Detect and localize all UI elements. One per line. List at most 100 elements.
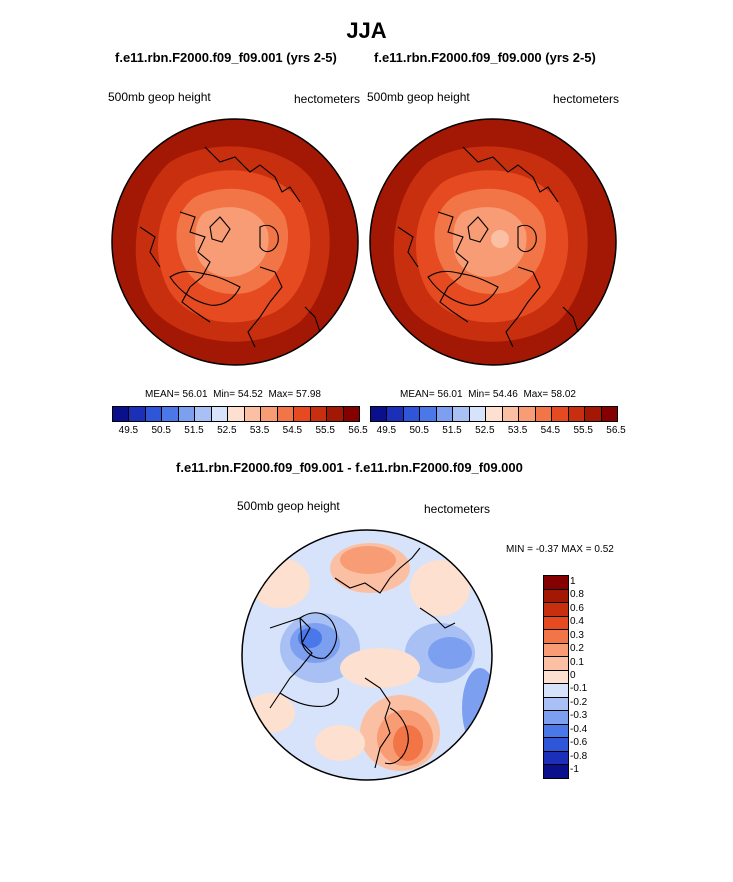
colorbar-swatch	[195, 407, 212, 421]
colorbar-swatch	[453, 407, 470, 421]
colorbar-tick-label: 50.5	[409, 425, 429, 436]
colorbar-swatch	[310, 407, 328, 421]
panel-right-stats: MEAN= 56.01 Min= 54.46 Max= 58.02	[400, 389, 576, 400]
colorbar-tick-label: 0.6	[570, 602, 584, 614]
colorbar-diff	[543, 575, 569, 779]
colorbar-swatch	[568, 407, 586, 421]
colorbar-swatch	[294, 407, 311, 421]
colorbar-tick-label: 52.5	[217, 425, 237, 436]
colorbar-swatch	[544, 670, 568, 685]
colorbar-swatch	[544, 697, 568, 712]
colorbar-swatch	[544, 751, 568, 766]
colorbar-swatch	[544, 724, 568, 739]
colorbar-left	[112, 406, 360, 422]
colorbar-tick-label: 0.1	[570, 656, 584, 668]
colorbar-tick-label: 54.5	[282, 425, 303, 436]
mean-value: 56.01	[182, 389, 208, 400]
max-value: 57.98	[295, 389, 321, 400]
colorbar-swatch	[145, 407, 163, 421]
panel-right-run-title: f.e11.rbn.F2000.f09_f09.000 (yrs 2-5)	[374, 50, 596, 65]
colorbar-tick-label: 1	[570, 575, 576, 587]
colorbar-tick-label: 54.5	[540, 425, 561, 436]
colorbar-swatch	[544, 711, 568, 725]
panel-left-run-title: f.e11.rbn.F2000.f09_f09.001 (yrs 2-5)	[115, 50, 337, 65]
colorbar-swatch	[601, 407, 618, 421]
colorbar-swatch	[244, 407, 262, 421]
diff-panel-minmax: MIN = -0.37 MAX = 0.52	[506, 544, 614, 555]
colorbar-swatch	[502, 407, 520, 421]
colorbar-swatch	[544, 657, 568, 671]
colorbar-swatch	[519, 407, 536, 421]
colorbar-swatch	[535, 407, 553, 421]
panel-right-units-label: hectometers	[553, 92, 620, 106]
colorbar-tick-label: -0.4	[570, 723, 588, 735]
min-label: Min=	[468, 389, 491, 400]
panel-right-field-label: 500mb geop height	[367, 90, 470, 104]
colorbar-swatch	[371, 407, 388, 421]
colorbar-swatch	[261, 407, 278, 421]
colorbar-swatch	[436, 407, 454, 421]
colorbar-swatch	[469, 407, 487, 421]
panel-left-field-label: 500mb geop height	[108, 90, 211, 104]
colorbar-tick-label: 56.5	[348, 425, 368, 436]
colorbar-swatch	[387, 407, 404, 421]
colorbar-swatch	[544, 616, 568, 631]
colorbar-tick-label: -0.3	[570, 710, 588, 722]
max-label: Max=	[268, 389, 294, 400]
colorbar-swatch	[228, 407, 245, 421]
colorbar-swatch	[544, 576, 568, 590]
panel-left-polar-map	[111, 118, 359, 366]
colorbar-swatch	[486, 407, 503, 421]
colorbar-swatch	[544, 630, 568, 644]
colorbar-tick-label: 0.8	[570, 589, 584, 601]
colorbar-tick-label: 50.5	[151, 425, 171, 436]
colorbar-tick-label: 53.5	[507, 425, 528, 436]
max-label: Max=	[523, 389, 549, 400]
panel-left-units-label: hectometers	[294, 92, 361, 106]
colorbar-swatch	[211, 407, 229, 421]
main-title: JJA	[346, 18, 387, 43]
colorbar-swatch	[544, 589, 568, 604]
min-label: Min=	[213, 389, 236, 400]
diff-panel-title: f.e11.rbn.F2000.f09_f09.001 - f.e11.rbn.…	[176, 460, 523, 475]
colorbar-right	[370, 406, 618, 422]
colorbar-tick-label: -1	[570, 764, 579, 776]
colorbar-tick-label: 52.5	[475, 425, 495, 436]
colorbar-diff-ticks: 1 0.8 0.6 0.4 0.3 0.2 0.1 0 -0.1 -0.2 -0.3 -0.4 -0.6…	[570, 575, 610, 777]
colorbar-right-ticks: 49.5 50.5 51.5 52.5 53.5 54.5 55.5 56.5	[370, 425, 626, 439]
colorbar-left-ticks: 49.5 50.5 51.5 52.5 53.5 54.5 55.5 56.5	[112, 425, 368, 439]
colorbar-swatch	[420, 407, 437, 421]
panel-right-polar-map	[369, 118, 617, 366]
colorbar-swatch	[162, 407, 179, 421]
colorbar-swatch	[544, 765, 568, 778]
colorbar-tick-label: 0.4	[570, 616, 584, 628]
colorbar-swatch	[129, 407, 146, 421]
colorbar-tick-label: 0	[570, 670, 576, 681]
diff-panel-field-label: 500mb geop height	[237, 499, 340, 513]
min-value: 54.46	[492, 389, 518, 400]
colorbar-tick-label: 51.5	[184, 425, 204, 436]
colorbar-tick-label: 53.5	[249, 425, 270, 436]
colorbar-tick-label: 49.5	[376, 425, 397, 436]
panel-left-stats: MEAN= 56.01 Min= 54.52 Max= 57.98	[145, 389, 321, 400]
colorbar-swatch	[552, 407, 569, 421]
colorbar-tick-label: -0.1	[570, 683, 588, 695]
mean-value: 56.01	[437, 389, 463, 400]
diff-panel-units-label: hectometers	[424, 502, 491, 516]
colorbar-tick-label: 56.5	[606, 425, 626, 436]
colorbar-tick-label: -0.2	[570, 696, 588, 708]
colorbar-tick-label: 51.5	[442, 425, 462, 436]
colorbar-swatch	[403, 407, 421, 421]
colorbar-swatch	[327, 407, 344, 421]
max-value: 58.02	[550, 389, 576, 400]
colorbar-swatch	[544, 603, 568, 617]
colorbar-tick-label: 0.3	[570, 629, 584, 641]
colorbar-swatch	[343, 407, 360, 421]
colorbar-swatch	[544, 684, 568, 698]
colorbar-swatch	[113, 407, 130, 421]
colorbar-tick-label: 55.5	[573, 425, 593, 436]
colorbar-tick-label: -0.6	[570, 737, 588, 749]
colorbar-tick-label: 49.5	[118, 425, 139, 436]
diff-polar-map	[241, 529, 493, 781]
colorbar-tick-label: 0.2	[570, 643, 584, 655]
